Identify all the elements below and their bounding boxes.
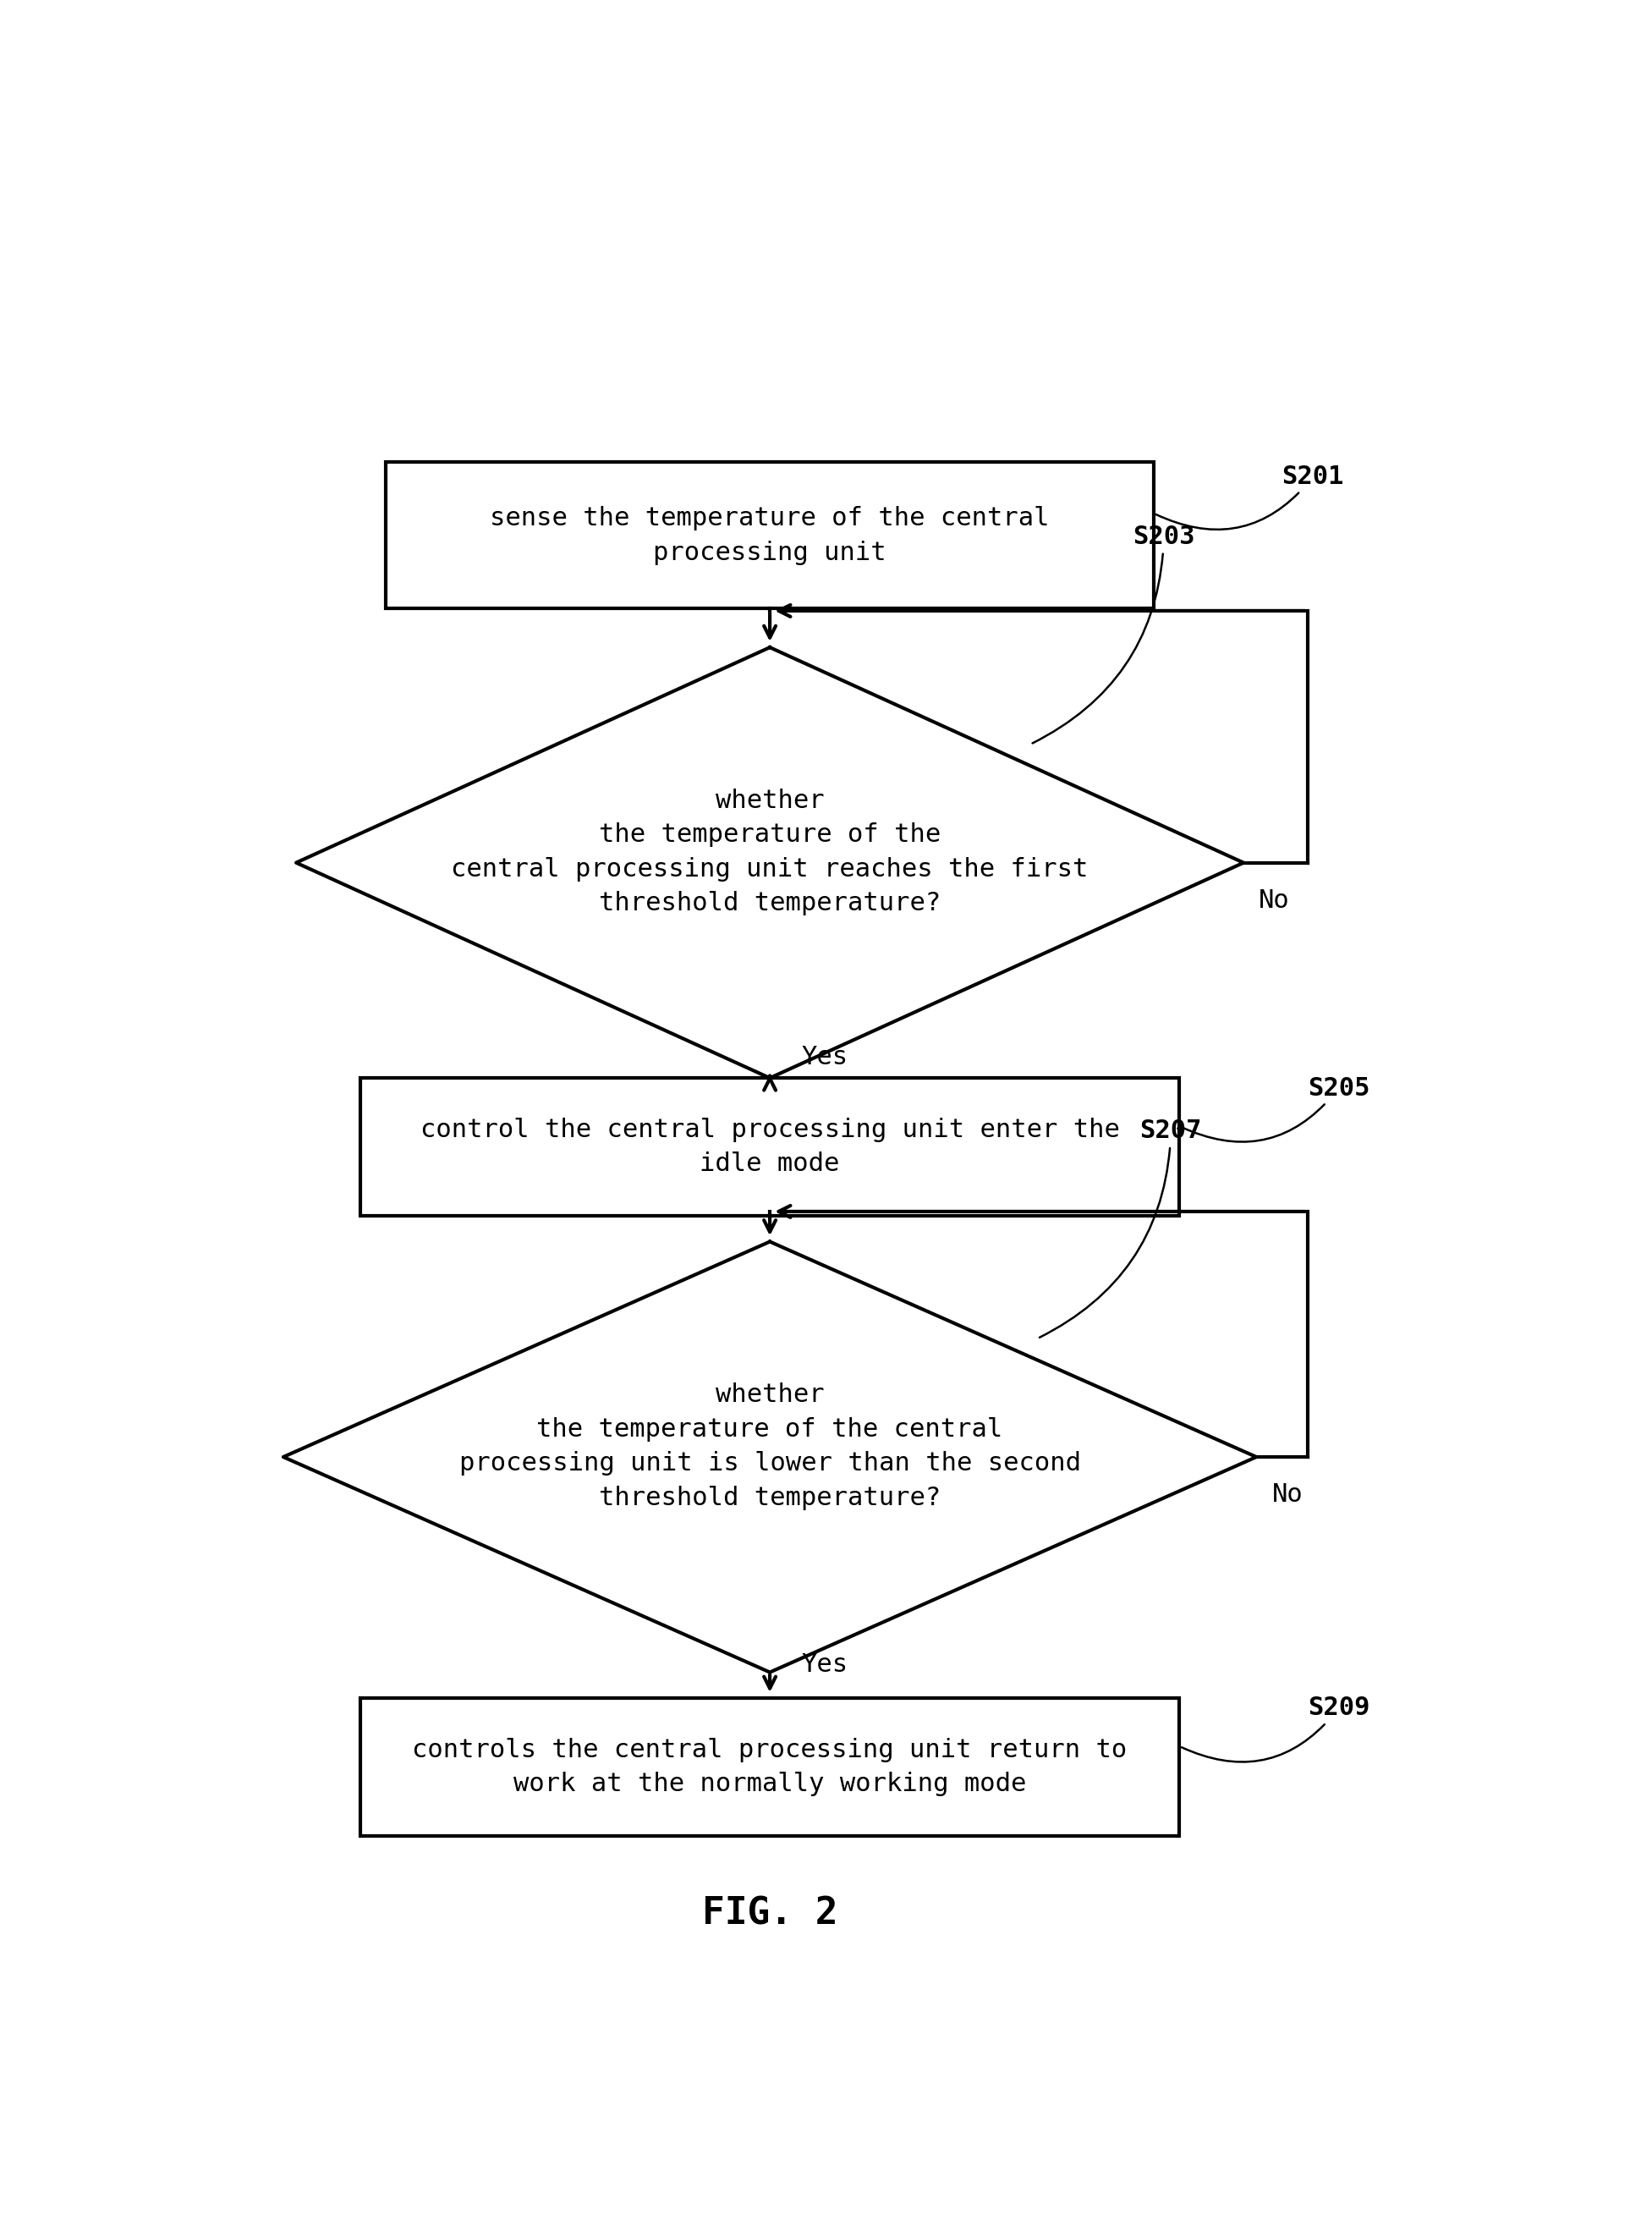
Text: Yes: Yes bbox=[801, 1045, 849, 1069]
Text: whether
the temperature of the central
processing unit is lower than the second
: whether the temperature of the central p… bbox=[459, 1382, 1080, 1510]
Text: S203: S203 bbox=[1032, 526, 1194, 743]
Text: No: No bbox=[1272, 1483, 1303, 1508]
Text: whether
the temperature of the
central processing unit reaches the first
thresho: whether the temperature of the central p… bbox=[451, 787, 1089, 915]
FancyBboxPatch shape bbox=[360, 1078, 1180, 1217]
Text: controls the central processing unit return to
work at the normally working mode: controls the central processing unit ret… bbox=[413, 1738, 1127, 1796]
Text: sense the temperature of the central
processing unit: sense the temperature of the central pro… bbox=[491, 506, 1049, 564]
Text: S207: S207 bbox=[1039, 1118, 1203, 1338]
Text: Yes: Yes bbox=[801, 1653, 849, 1678]
FancyBboxPatch shape bbox=[360, 1698, 1180, 1837]
Text: control the central processing unit enter the
idle mode: control the central processing unit ente… bbox=[420, 1118, 1120, 1177]
Text: S201: S201 bbox=[1156, 465, 1345, 530]
Text: S205: S205 bbox=[1181, 1076, 1370, 1141]
FancyBboxPatch shape bbox=[387, 463, 1153, 608]
Text: S209: S209 bbox=[1181, 1696, 1370, 1763]
Text: No: No bbox=[1259, 888, 1290, 913]
Text: FIG. 2: FIG. 2 bbox=[702, 1895, 838, 1931]
